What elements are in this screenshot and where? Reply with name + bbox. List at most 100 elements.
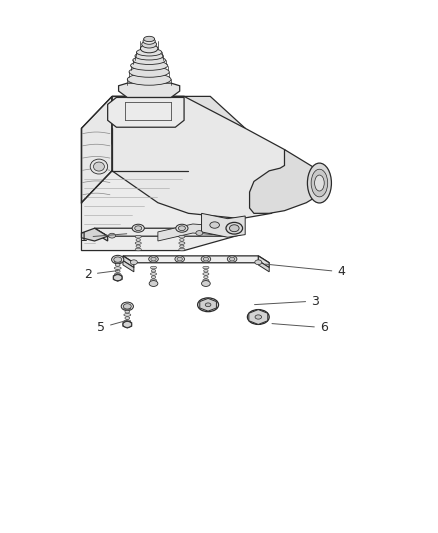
- Ellipse shape: [132, 224, 145, 232]
- Ellipse shape: [176, 224, 188, 232]
- Text: 4: 4: [265, 264, 345, 278]
- Ellipse shape: [179, 242, 185, 245]
- Ellipse shape: [150, 272, 156, 275]
- Polygon shape: [123, 256, 269, 263]
- Ellipse shape: [150, 279, 156, 281]
- Polygon shape: [123, 261, 134, 272]
- Ellipse shape: [307, 163, 332, 203]
- Ellipse shape: [135, 226, 142, 231]
- Ellipse shape: [115, 276, 120, 279]
- Ellipse shape: [131, 260, 138, 265]
- Ellipse shape: [203, 266, 209, 269]
- Ellipse shape: [124, 304, 131, 309]
- Polygon shape: [200, 298, 216, 311]
- Polygon shape: [112, 96, 297, 219]
- Ellipse shape: [175, 256, 184, 262]
- Ellipse shape: [255, 315, 261, 319]
- Ellipse shape: [180, 245, 184, 248]
- Ellipse shape: [137, 49, 162, 56]
- Polygon shape: [113, 274, 122, 281]
- Ellipse shape: [179, 236, 185, 238]
- Ellipse shape: [178, 226, 185, 231]
- Ellipse shape: [115, 264, 120, 266]
- Ellipse shape: [227, 256, 237, 262]
- Ellipse shape: [230, 225, 239, 232]
- Ellipse shape: [143, 38, 155, 44]
- Ellipse shape: [114, 257, 122, 262]
- Ellipse shape: [201, 256, 211, 262]
- Ellipse shape: [142, 41, 156, 48]
- Polygon shape: [249, 310, 268, 325]
- Ellipse shape: [136, 245, 141, 248]
- Ellipse shape: [112, 255, 124, 264]
- Ellipse shape: [150, 266, 156, 269]
- Ellipse shape: [196, 231, 203, 236]
- Polygon shape: [119, 83, 180, 98]
- Polygon shape: [81, 96, 112, 203]
- Polygon shape: [258, 256, 269, 268]
- Ellipse shape: [131, 61, 168, 70]
- Ellipse shape: [125, 310, 130, 313]
- Ellipse shape: [204, 276, 208, 278]
- Ellipse shape: [149, 256, 158, 262]
- Ellipse shape: [230, 257, 235, 261]
- Ellipse shape: [203, 279, 209, 281]
- Ellipse shape: [180, 239, 184, 241]
- Ellipse shape: [114, 261, 121, 263]
- Ellipse shape: [203, 272, 209, 275]
- Ellipse shape: [255, 260, 262, 265]
- Polygon shape: [215, 221, 241, 236]
- Ellipse shape: [151, 276, 155, 278]
- Ellipse shape: [124, 307, 131, 310]
- Ellipse shape: [136, 239, 141, 241]
- Ellipse shape: [90, 159, 108, 174]
- Text: 2: 2: [84, 268, 118, 281]
- Text: 1: 1: [80, 231, 127, 244]
- Ellipse shape: [314, 175, 324, 191]
- Ellipse shape: [204, 269, 208, 272]
- Ellipse shape: [151, 257, 156, 261]
- Polygon shape: [95, 228, 108, 241]
- Ellipse shape: [210, 222, 219, 228]
- Ellipse shape: [135, 52, 163, 60]
- Polygon shape: [95, 228, 228, 236]
- Ellipse shape: [149, 280, 158, 286]
- Text: 3: 3: [254, 295, 319, 308]
- Ellipse shape: [93, 162, 104, 171]
- Polygon shape: [123, 256, 134, 268]
- Ellipse shape: [226, 222, 243, 234]
- Polygon shape: [201, 213, 245, 237]
- Ellipse shape: [247, 310, 269, 325]
- Ellipse shape: [201, 280, 210, 286]
- Ellipse shape: [179, 248, 185, 251]
- Ellipse shape: [135, 248, 141, 251]
- Ellipse shape: [127, 74, 171, 85]
- Polygon shape: [123, 321, 132, 328]
- Ellipse shape: [125, 323, 130, 326]
- Ellipse shape: [135, 242, 141, 245]
- Ellipse shape: [109, 233, 116, 238]
- Text: 5: 5: [97, 320, 127, 334]
- Polygon shape: [108, 98, 184, 127]
- Polygon shape: [81, 228, 108, 241]
- Ellipse shape: [151, 269, 155, 272]
- Ellipse shape: [125, 317, 130, 319]
- Ellipse shape: [135, 236, 141, 238]
- Ellipse shape: [133, 56, 166, 64]
- Ellipse shape: [141, 44, 158, 53]
- Polygon shape: [81, 171, 241, 251]
- Polygon shape: [158, 224, 228, 241]
- Ellipse shape: [114, 266, 121, 269]
- Ellipse shape: [121, 302, 134, 311]
- Ellipse shape: [311, 169, 328, 197]
- Ellipse shape: [114, 273, 121, 276]
- Ellipse shape: [198, 298, 219, 312]
- Ellipse shape: [205, 303, 211, 306]
- Text: 6: 6: [272, 321, 328, 334]
- Ellipse shape: [203, 257, 208, 261]
- Polygon shape: [258, 261, 269, 272]
- Ellipse shape: [177, 257, 182, 261]
- Polygon shape: [112, 96, 245, 160]
- Ellipse shape: [124, 313, 131, 316]
- Ellipse shape: [144, 36, 155, 42]
